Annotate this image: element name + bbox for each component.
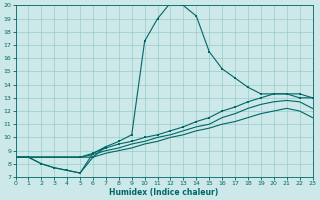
X-axis label: Humidex (Indice chaleur): Humidex (Indice chaleur) <box>109 188 219 197</box>
